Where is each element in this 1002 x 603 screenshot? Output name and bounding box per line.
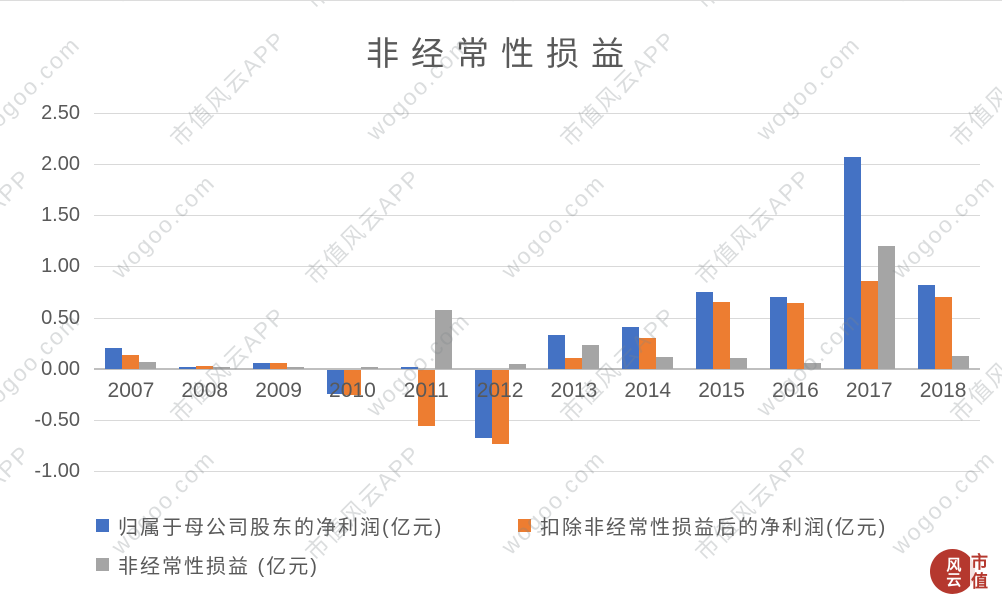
brand-logo: 风云 市值 [930,547,988,597]
legend-swatch-icon [96,519,109,532]
gridline [94,317,980,319]
gridline [94,471,980,472]
y-axis-label: 1.50 [41,204,80,227]
x-axis-label-2018: 2018 [919,379,967,402]
legend-label: 扣除非经常性损益后的净利润(亿元) [540,517,888,539]
gridline [94,164,980,166]
y-axis-label: 0.00 [41,357,80,380]
bar-s2-2018 [951,356,969,369]
bar-s0-2007 [105,348,123,369]
gridline [94,419,980,421]
y-axis-label: 2.00 [41,153,80,176]
legend-swatch-icon [96,558,109,571]
y-axis-label: -0.50 [34,408,80,431]
watermark-text: wogoo.com [106,1,221,8]
y-axis-label: -1.00 [34,460,80,482]
legend-item-series-2: 非经常性损益 (亿元) [96,550,319,579]
x-axis-label-2009: 2009 [255,379,302,402]
chart-title: 非经常性损益 [366,35,636,72]
x-axis-zero-line [94,368,980,371]
watermark-text: 市值风云APP [300,163,427,290]
x-axis-label-2007: 2007 [107,379,155,402]
gridline [94,113,980,114]
bar-s2-2012 [508,363,526,369]
bar-s1-2008 [196,365,214,369]
x-axis-label-2016: 2016 [772,379,819,402]
bar-s1-2018 [934,297,952,369]
bar-s1-2012 [491,369,509,445]
bar-s2-2013 [582,345,600,369]
bar-s1-2017 [860,280,878,369]
watermark-text: 市值风云APP [0,439,37,566]
watermark-text: 市值风云APP [296,1,428,15]
bar-s0-2013 [548,334,566,369]
brand-logo-seal-icon: 风云 [930,549,975,594]
legend-label: 非经常性损益 (亿元) [118,556,319,578]
legend: 归属于母公司股东的净利润(亿元) 扣除非经常性损益后的净利润(亿元) 非经常性损益 … [96,511,976,589]
watermark-text: wogoo.com [886,1,1001,8]
bar-s1-2007 [122,355,140,369]
bar-s0-2008 [179,366,197,369]
legend-item-series-0: 归属于母公司股东的净利润(亿元) [96,511,443,540]
legend-swatch-icon [518,519,531,532]
bar-s0-2010 [326,369,344,395]
watermark-text: 市值风云APP [0,1,38,15]
watermark-text: 市值风云APP [686,1,818,15]
bar-s0-2015 [696,292,714,369]
gridline [94,266,980,268]
bar-s0-2017 [843,156,861,369]
bar-s2-2011 [434,310,452,369]
bar-s0-2018 [917,284,935,369]
bar-s1-2016 [786,303,804,369]
legend-item-series-1: 扣除非经常性损益后的净利润(亿元) [518,511,887,540]
bar-s0-2016 [769,297,787,369]
gridline [94,215,980,217]
bar-s2-2015 [730,358,748,369]
x-axis-label-2011: 2011 [403,379,449,402]
bar-s0-2009 [253,362,271,369]
bar-s1-2013 [565,358,583,369]
bar-s1-2015 [713,302,731,369]
bar-s1-2014 [639,338,657,369]
y-axis-label: 2.50 [41,102,80,124]
bar-s1-2009 [270,362,288,369]
bar-s2-2007 [139,361,157,369]
legend-row: 非经常性损益 (亿元) [96,550,976,578]
x-axis-label-2013: 2013 [550,379,598,402]
bar-s1-2010 [343,369,361,396]
brand-logo-side-text: 市值 [968,550,988,594]
legend-label: 归属于母公司股东的净利润(亿元) [118,517,444,539]
bar-s2-2010 [360,366,378,369]
bar-s0-2012 [474,369,492,439]
x-axis-label-2014: 2014 [624,379,672,402]
bar-s0-2011 [400,366,418,369]
bar-s1-2011 [417,369,435,426]
bar-s2-2017 [877,245,895,369]
y-axis-label: 0.50 [41,306,80,329]
y-axis-label: 1.00 [41,255,80,278]
bar-s2-2014 [656,357,674,369]
watermark-text: wogoo.com [496,1,611,8]
bar-s2-2016 [803,362,821,369]
legend-row: 归属于母公司股东的净利润(亿元) 扣除非经常性损益后的净利润(亿元) [96,511,976,539]
x-axis-label-2008: 2008 [181,379,229,402]
bar-s2-2008 [213,367,231,369]
x-axis-label-2015: 2015 [698,379,745,402]
watermark-text: 市值风云APP [690,163,817,290]
x-axis-label-2017: 2017 [845,379,893,402]
x-axis-label-2010: 2010 [329,379,376,402]
bar-s2-2009 [287,367,305,369]
x-axis-label-2012: 2012 [476,379,524,402]
bar-s0-2014 [622,326,640,369]
